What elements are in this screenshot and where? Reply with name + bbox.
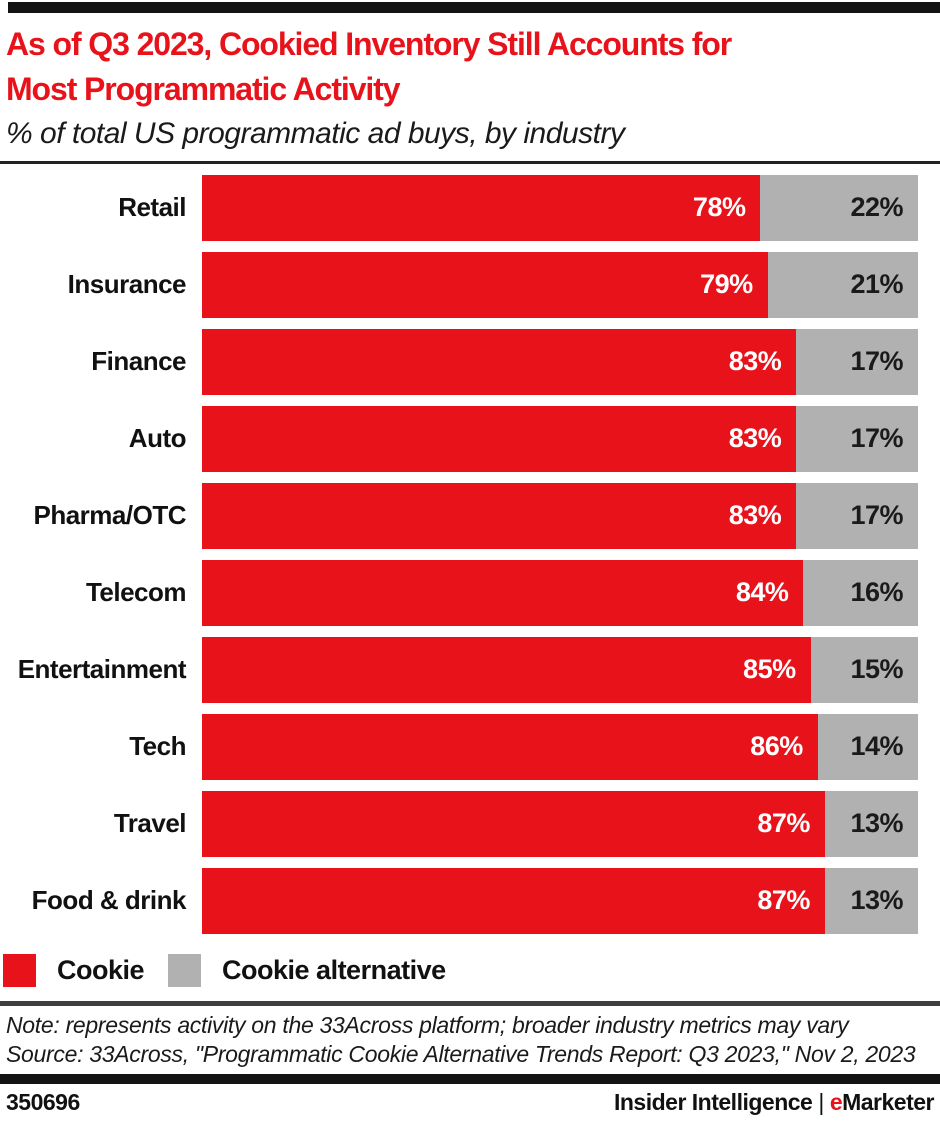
- cookie-bar-segment: 83%: [202, 328, 797, 395]
- cookie-bar-segment: 79%: [202, 251, 768, 318]
- cookie-alternative-value-label: 13%: [850, 885, 903, 916]
- source-text: Source: 33Across, "Programmatic Cookie A…: [6, 1040, 916, 1067]
- cookie-alternative-bar-segment: 13%: [824, 790, 918, 857]
- stacked-bar: 87% 13%: [202, 867, 918, 934]
- cookie-value-label: 84%: [735, 577, 789, 608]
- stacked-bar: 83% 17%: [202, 482, 918, 549]
- cookie-alternative-bar-segment: 22%: [760, 174, 918, 241]
- cookie-alternative-bar-segment: 13%: [824, 867, 918, 934]
- chart-row: Finance 83% 17%: [0, 328, 940, 395]
- cookie-bar-segment: 86%: [202, 713, 818, 780]
- brand-wordmark: Insider Intelligence | eMarketer: [613, 1088, 935, 1116]
- category-label: Pharma/OTC: [33, 500, 187, 531]
- stacked-bar: 87% 13%: [202, 790, 918, 857]
- chart-row: Telecom 84% 16%: [0, 559, 940, 626]
- category-label: Food & drink: [31, 885, 187, 916]
- cookie-value-label: 83%: [728, 423, 782, 454]
- header-divider: [0, 160, 940, 164]
- cookie-value-label: 79%: [700, 269, 753, 300]
- legend: Cookie Cookie alternative: [0, 953, 940, 987]
- cookie-alternative-legend-label: Cookie alternative: [222, 954, 446, 985]
- category-label: Auto: [128, 423, 187, 454]
- category-label: Finance: [91, 346, 186, 377]
- cookie-bar-segment: 83%: [202, 482, 797, 549]
- chart-row: Insurance 79% 21%: [0, 251, 940, 318]
- stacked-bar: 83% 17%: [202, 405, 918, 472]
- cookie-alternative-value-label: 13%: [850, 808, 903, 839]
- chart-title-line2: Most Programmatic Activity: [6, 71, 401, 108]
- cookie-value-label: 85%: [743, 654, 796, 685]
- footer: 350696 Insider Intelligence | eMarketer: [6, 1089, 934, 1116]
- stacked-bar: 78% 22%: [202, 174, 918, 241]
- chart-row: Tech 86% 14%: [0, 713, 940, 780]
- category-label: Tech: [129, 731, 186, 762]
- insider-intelligence-wordmark: Insider Intelligence: [613, 1088, 813, 1115]
- note-text: Note: represents activity on the 33Acros…: [6, 1011, 849, 1038]
- cookie-alternative-bar-segment: 17%: [796, 405, 918, 472]
- chart-title-line1: As of Q3 2023, Cookied Inventory Still A…: [6, 26, 732, 62]
- chart-row: Food & drink 87% 13%: [0, 867, 940, 934]
- cookie-bar-segment: 84%: [202, 559, 804, 626]
- chart-row: Auto 83% 17%: [0, 405, 940, 472]
- cookie-alternative-bar-segment: 17%: [796, 482, 918, 549]
- cookie-alternative-value-label: 17%: [850, 500, 903, 531]
- emarketer-wordmark: eMarketer: [829, 1088, 935, 1115]
- chart-row: Pharma/OTC 83% 17%: [0, 482, 940, 549]
- cookie-alternative-legend-swatch: [168, 953, 202, 987]
- category-label: Travel: [113, 808, 187, 839]
- cookie-alternative-bar-segment: 14%: [817, 713, 918, 780]
- note-divider: [0, 1000, 940, 1006]
- category-label: Retail: [118, 192, 186, 223]
- chart-row: Entertainment 85% 15%: [0, 636, 940, 703]
- chart-row: Retail 78% 22%: [0, 174, 940, 241]
- cookie-value-label: 86%: [750, 731, 803, 762]
- cookie-alternative-bar-segment: 15%: [810, 636, 918, 703]
- cookie-bar-segment: 78%: [202, 174, 761, 241]
- cookie-value-label: 83%: [728, 346, 782, 377]
- cookie-value-label: 87%: [757, 885, 810, 916]
- chart-title: As of Q3 2023, Cookied Inventory Still A…: [6, 22, 940, 113]
- cookie-alternative-value-label: 21%: [850, 269, 903, 300]
- emarketer-rest: Marketer: [842, 1088, 934, 1115]
- cookie-value-label: 83%: [728, 500, 782, 531]
- stacked-bar: 83% 17%: [202, 328, 918, 395]
- cookie-bar-segment: 85%: [202, 636, 811, 703]
- cookie-alternative-value-label: 16%: [850, 577, 903, 608]
- notes-block: Note: represents activity on the 33Acros…: [6, 1011, 934, 1069]
- cookie-bar-segment: 83%: [202, 405, 797, 472]
- cookie-alternative-bar-segment: 21%: [767, 251, 918, 318]
- cookie-legend-label: Cookie: [57, 954, 145, 985]
- chart-row: Travel 87% 13%: [0, 790, 940, 857]
- brand-separator: |: [818, 1088, 824, 1115]
- cookie-value-label: 78%: [692, 192, 746, 223]
- chart-subtitle: % of total US programmatic ad buys, by i…: [6, 116, 625, 150]
- stacked-bar: 84% 16%: [202, 559, 918, 626]
- stacked-bar-chart: Retail 78% 22% Insurance 79% 21%: [0, 174, 940, 934]
- chart-id: 350696: [6, 1088, 80, 1115]
- stacked-bar: 85% 15%: [202, 636, 918, 703]
- emarketer-e: e: [829, 1088, 843, 1115]
- cookie-bar-segment: 87%: [202, 867, 825, 934]
- stacked-bar: 79% 21%: [202, 251, 918, 318]
- bottom-black-bar: [0, 1073, 940, 1084]
- top-black-bar: [8, 2, 940, 13]
- category-label: Telecom: [85, 577, 187, 608]
- cookie-alternative-value-label: 17%: [850, 346, 903, 377]
- cookie-legend-swatch: [3, 953, 36, 987]
- cookie-alternative-bar-segment: 17%: [796, 328, 918, 395]
- cookie-bar-segment: 87%: [202, 790, 825, 857]
- category-label: Insurance: [67, 269, 187, 300]
- cookie-value-label: 87%: [757, 808, 810, 839]
- cookie-alternative-bar-segment: 16%: [803, 559, 918, 626]
- cookie-alternative-value-label: 22%: [850, 192, 903, 223]
- cookie-alternative-value-label: 14%: [850, 731, 903, 762]
- cookie-alternative-value-label: 17%: [850, 423, 903, 454]
- cookie-alternative-value-label: 15%: [850, 654, 903, 685]
- stacked-bar: 86% 14%: [202, 713, 918, 780]
- category-label: Entertainment: [17, 654, 187, 685]
